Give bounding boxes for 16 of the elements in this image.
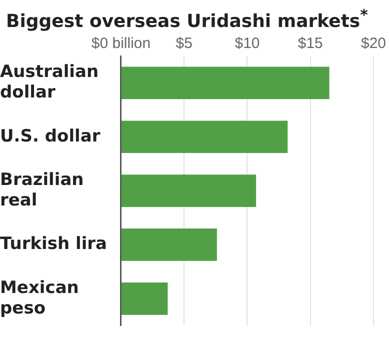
bar: [121, 174, 256, 207]
y-tick-label: U.S. dollar: [0, 126, 101, 146]
x-tick-label: $10: [234, 35, 260, 52]
y-tick-label: Mexican peso: [0, 278, 79, 318]
x-tick-label: $0 billion: [91, 35, 151, 52]
x-tick-label: $15: [298, 35, 323, 52]
x-tick-label: $20: [360, 35, 386, 52]
bar: [121, 66, 330, 100]
y-tick-label: Brazilian real: [0, 170, 84, 210]
bar: [121, 282, 168, 315]
bar: [121, 228, 217, 261]
y-tick-label: Australian dollar: [0, 62, 99, 103]
chart-title: Biggest overseas Uridashi markets$^{*}$: [5, 5, 369, 32]
x-tick-label: $5: [176, 35, 192, 52]
bar: [121, 120, 288, 154]
y-tick-label: Turkish lira: [0, 234, 107, 254]
